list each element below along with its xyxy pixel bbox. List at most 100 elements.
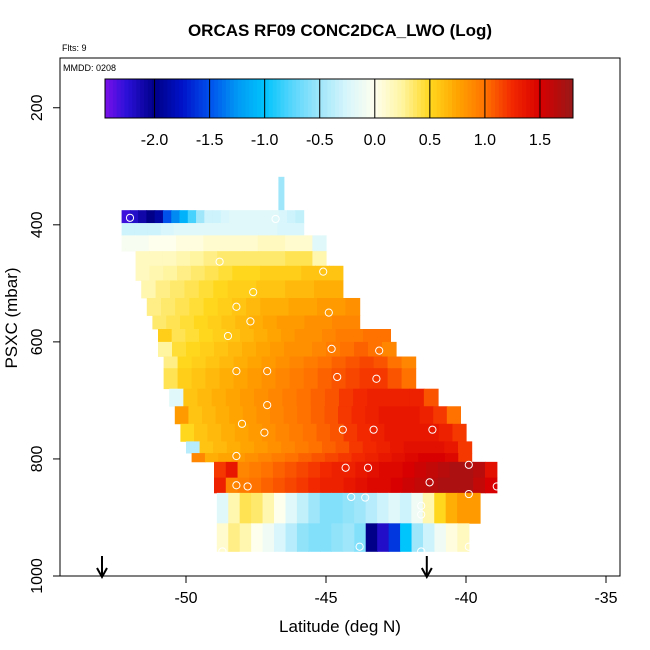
colorbar-segment [229, 79, 235, 118]
heatmap-cell [226, 441, 241, 454]
colorbar-segment [132, 79, 137, 118]
colorbar-segment [147, 79, 153, 118]
heatmap-cell [473, 461, 486, 479]
heatmap-cell [237, 210, 247, 224]
heatmap-cell [215, 406, 230, 425]
colorbar-segment [475, 79, 480, 118]
heatmap-cell [422, 492, 435, 524]
heatmap-cell [191, 368, 207, 390]
heatmap-cell [225, 461, 239, 479]
heatmap-cell [403, 441, 418, 454]
heatmap-cell [430, 441, 445, 454]
colorbar-segment [417, 79, 422, 118]
colorbar-segment [467, 79, 473, 118]
colorbar-tick-label: 0.0 [364, 132, 386, 149]
sample-point [417, 501, 426, 510]
sample-point [425, 478, 434, 487]
sample-point [361, 493, 370, 502]
heatmap-cell [367, 388, 383, 407]
heatmap-cell [365, 406, 380, 425]
heatmap-cell [193, 315, 209, 330]
heatmap-cell [331, 523, 344, 552]
heatmap-cell [173, 223, 188, 236]
heatmap-cell [158, 329, 173, 343]
colorbar-segment [440, 79, 445, 118]
sample-point [333, 372, 342, 382]
heatmap-cell [262, 492, 275, 524]
heatmap-cell [239, 523, 252, 552]
colorbar-segment [495, 79, 500, 118]
heatmap-cell [357, 423, 372, 442]
heatmap-cell [283, 406, 298, 425]
heatmap-cell [228, 492, 241, 524]
colorbar-segment [245, 79, 250, 118]
heatmap-cell [378, 406, 393, 425]
colorbar-segment [186, 79, 192, 118]
sample-point [375, 346, 384, 355]
heatmap-cell [426, 477, 439, 494]
sample-point [263, 400, 272, 410]
heatmap-cell [401, 368, 417, 390]
heatmap-cell [218, 265, 233, 281]
colorbar-segment [249, 79, 254, 118]
heatmap-cell [287, 265, 302, 281]
heatmap-cell [211, 388, 227, 407]
heatmap-cell [285, 523, 298, 552]
heatmap-cell [349, 329, 364, 343]
heatmap-cell [299, 280, 315, 299]
heatmap-cell [199, 441, 214, 454]
heatmap-cell [402, 477, 415, 494]
heatmap-cell [261, 461, 274, 479]
sample-point [327, 344, 336, 353]
heatmap-cell [216, 235, 232, 252]
heatmap-cell [318, 315, 333, 330]
heatmap-cell [212, 329, 227, 343]
heatmap-cell [444, 453, 459, 463]
colorbar-segment [315, 79, 320, 118]
colorbar-segment [401, 79, 406, 118]
heatmap-cell [261, 356, 277, 369]
heatmap-cell [273, 265, 289, 281]
heatmap-cell [267, 441, 282, 454]
colorbar-segment [561, 79, 566, 118]
heatmap-cell [331, 356, 347, 369]
colorbar-segment [331, 79, 336, 118]
heatmap-cell [338, 453, 353, 463]
heatmap-cell [342, 492, 355, 524]
heatmap-cell [401, 356, 417, 369]
heatmap-cell [262, 423, 277, 442]
heatmap-cell [322, 441, 337, 454]
band-row [216, 492, 481, 524]
heatmap-cell [328, 280, 344, 299]
heatmap-cell [296, 461, 309, 479]
heatmap-cell [303, 356, 319, 369]
heatmap-cell [258, 251, 273, 267]
colorbar-segment [483, 79, 488, 118]
heatmap-cell [376, 441, 391, 454]
heatmap-cell [207, 423, 222, 442]
colorbar-segment [237, 79, 242, 118]
heatmap-cell [335, 329, 350, 343]
heatmap-cell [213, 441, 228, 454]
colorbar-segment [257, 79, 262, 118]
y-tick-label: 200 [29, 94, 46, 121]
heatmap-cell [395, 388, 411, 407]
band-row [146, 297, 361, 316]
heatmap-cell [129, 210, 139, 224]
y-tick-label: 400 [29, 211, 46, 238]
heatmap-cell [461, 477, 474, 494]
heatmap-cell [312, 235, 327, 252]
colorbar-segment [549, 79, 554, 118]
heatmap-cell [437, 461, 451, 479]
heatmap-cell [226, 329, 241, 343]
sample-point [232, 481, 241, 490]
colorbar-segment [471, 79, 476, 118]
heatmap-cell [316, 423, 331, 442]
heatmap-cell [378, 453, 393, 463]
heatmap-cell [351, 453, 366, 463]
heatmap-cell [171, 329, 186, 343]
heatmap-cell [419, 406, 434, 425]
heatmap-cell [320, 461, 333, 479]
heatmap-cell [349, 441, 364, 454]
heatmap-cell [285, 280, 301, 299]
